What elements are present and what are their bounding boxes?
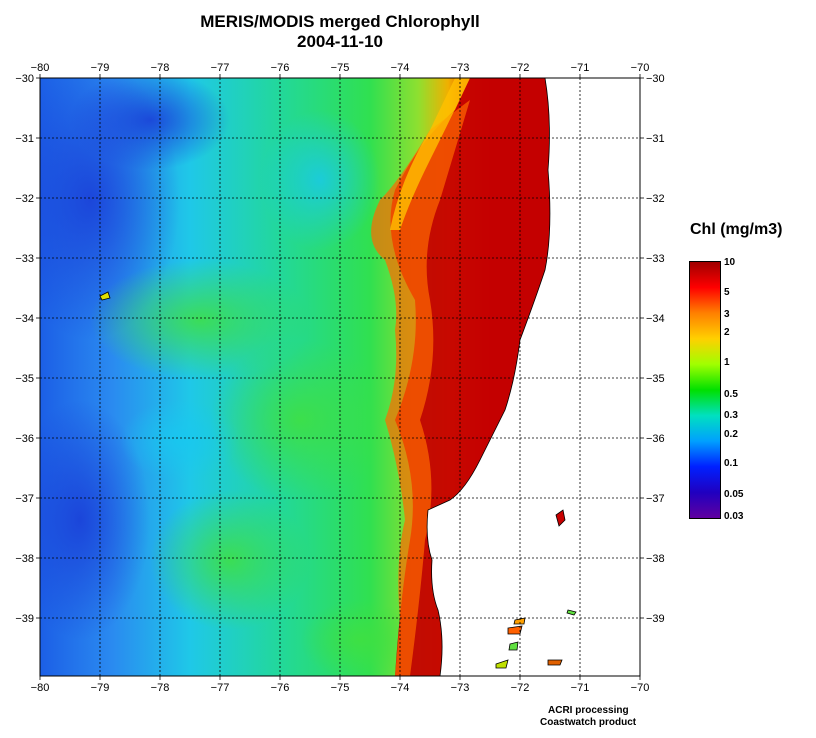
lon-label-bottom: −70 [631, 682, 650, 694]
axis-ticks: −80 −80 −79 −79 −78 −78 −77 −77 −76 −76 −75 −75 −74 −… [15, 62, 664, 694]
lon-label-top: −78 [151, 62, 170, 74]
lon-label-top: −76 [271, 62, 290, 74]
color-scale-label: 10 [724, 257, 736, 268]
color-scale-label: 0.1 [724, 458, 738, 469]
lat-label-left: −37 [15, 493, 34, 505]
lat-label-left: −30 [15, 73, 34, 85]
color-scale-bar [689, 261, 721, 519]
lon-label-bottom: −78 [151, 682, 170, 694]
lon-label-top: −75 [331, 62, 350, 74]
color-scale-label: 0.3 [724, 410, 738, 421]
legend-title: Chl (mg/m3) [690, 221, 783, 238]
color-scale-label: 0.2 [724, 429, 738, 440]
lat-label-left: −34 [15, 313, 34, 325]
lat-label-right: −38 [646, 553, 665, 565]
lon-label-bottom: −79 [91, 682, 110, 694]
lat-label-left: −39 [15, 613, 34, 625]
lon-label-bottom: −73 [451, 682, 470, 694]
lat-label-left: −38 [15, 553, 34, 565]
lat-label-left: −33 [15, 253, 34, 265]
lon-label-top: −79 [91, 62, 110, 74]
lon-label-bottom: −71 [571, 682, 590, 694]
color-scale-label: 3 [724, 309, 730, 320]
lon-label-top: −72 [511, 62, 530, 74]
lat-label-right: −34 [646, 313, 665, 325]
lon-label-top: −74 [391, 62, 410, 74]
color-scale-label: 1 [724, 357, 730, 368]
lon-label-bottom: −76 [271, 682, 290, 694]
lon-label-top: −73 [451, 62, 470, 74]
color-scale-label: 2 [724, 327, 730, 338]
lon-label-bottom: −72 [511, 682, 530, 694]
lat-label-left: −36 [15, 433, 34, 445]
credit-product: Coastwatch product [540, 717, 637, 728]
lat-label-right: −32 [646, 193, 665, 205]
graticule [40, 78, 640, 676]
lat-label-right: −39 [646, 613, 665, 625]
lon-label-top: −71 [571, 62, 590, 74]
lat-label-right: −31 [646, 133, 665, 145]
lon-label-top: −80 [31, 62, 50, 74]
color-scale-label: 5 [724, 287, 730, 298]
lon-label-bottom: −75 [331, 682, 350, 694]
map-date: 2004-11-10 [296, 32, 384, 51]
lon-label-top: −77 [211, 62, 230, 74]
lat-label-left: −35 [15, 373, 34, 385]
chlorophyll-field [40, 78, 640, 676]
lon-label-bottom: −80 [31, 682, 50, 694]
color-scale-label: 0.05 [724, 489, 744, 500]
lon-label-bottom: −77 [211, 682, 230, 694]
lat-label-right: −33 [646, 253, 665, 265]
color-scale-label: 0.03 [724, 511, 744, 522]
lon-label-top: −70 [631, 62, 650, 74]
color-scale-label: 0.5 [724, 389, 738, 400]
credit-processing: ACRI processing [548, 705, 629, 716]
map-title: MERIS/MODIS merged Chlorophyll [200, 12, 480, 31]
lat-label-right: −35 [646, 373, 665, 385]
lon-label-bottom: −74 [391, 682, 410, 694]
lat-label-right: −36 [646, 433, 665, 445]
lat-label-right: −37 [646, 493, 665, 505]
lat-label-left: −31 [15, 133, 34, 145]
lat-label-left: −32 [15, 193, 34, 205]
lat-label-right: −30 [646, 73, 665, 85]
